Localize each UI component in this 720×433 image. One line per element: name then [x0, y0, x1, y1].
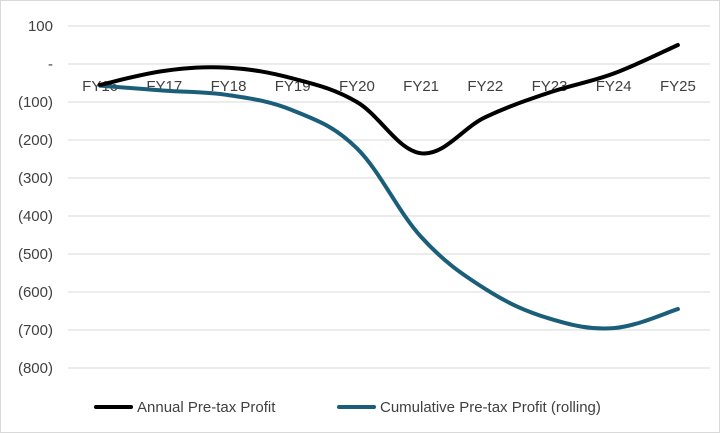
- series-line-annual: [98, 43, 680, 156]
- y-tick-label: (700): [18, 322, 53, 339]
- series-line-cumulative: [98, 83, 680, 331]
- y-tick-label: (600): [18, 284, 53, 301]
- x-tick-label: FY24: [596, 78, 632, 95]
- y-axis-tick-labels: 100 - (100) (200) (300) (400) (500) (600) (700) (…: [18, 18, 53, 377]
- y-tick-label: (100): [18, 94, 53, 111]
- y-tick-label: -: [48, 56, 53, 73]
- y-tick-label: (500): [18, 246, 53, 263]
- y-tick-label: (400): [18, 208, 53, 225]
- y-tick-label: (300): [18, 170, 53, 187]
- x-tick-label: FY18: [211, 78, 247, 95]
- y-tick-label: (200): [18, 132, 53, 149]
- x-tick-label: FY21: [403, 78, 439, 95]
- legend: Annual Pre-tax Profit Cumulative Pre-tax …: [94, 399, 601, 416]
- y-tick-label: 100: [28, 18, 53, 35]
- y-tick-label: (800): [18, 360, 53, 377]
- series-lines: [98, 43, 680, 331]
- legend-label: Cumulative Pre-tax Profit (rolling): [380, 399, 601, 416]
- legend-label: Annual Pre-tax Profit: [137, 399, 276, 416]
- gridlines: [68, 25, 710, 369]
- x-tick-label: FY20: [339, 78, 375, 95]
- x-tick-label: FY25: [660, 78, 696, 95]
- x-tick-label: FY22: [467, 78, 503, 95]
